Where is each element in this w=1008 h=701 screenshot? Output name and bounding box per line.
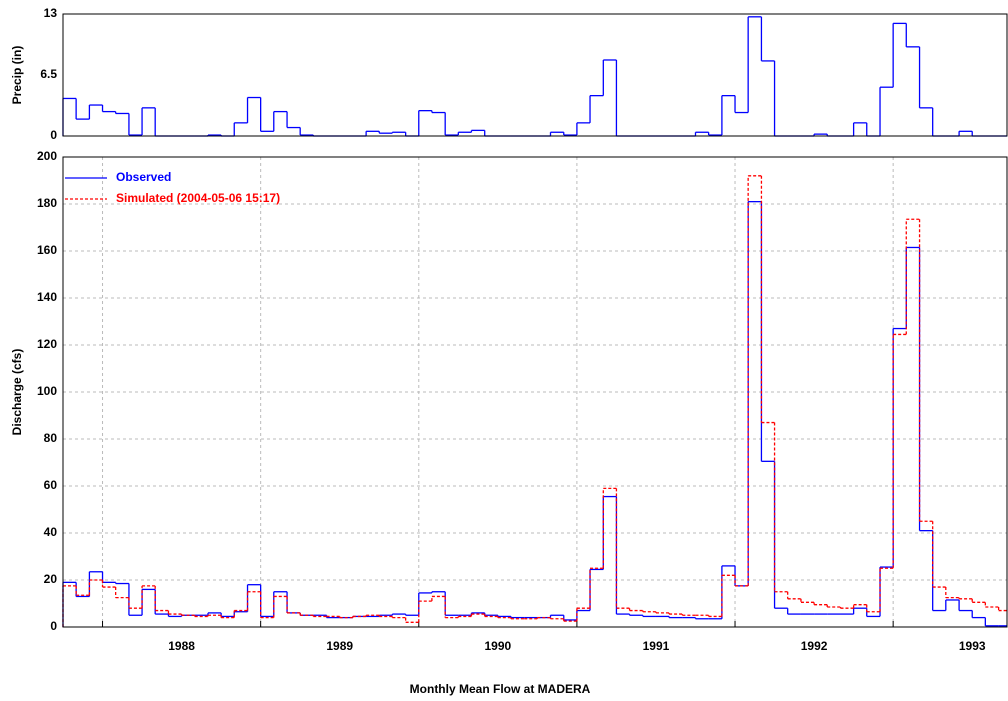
y-tick-label: 140 [37, 290, 57, 304]
y-tick-label: 120 [37, 337, 57, 351]
series [62, 16, 1007, 137]
y-tick-label: 80 [44, 431, 58, 445]
x-tick-label: 1993 [959, 639, 986, 653]
y-axis-label: Precip (in) [10, 46, 24, 105]
series [62, 175, 1007, 627]
y-tick-label: 13 [44, 6, 58, 20]
x-tick-label: 1990 [484, 639, 511, 653]
legend-label: Observed [116, 170, 171, 184]
x-tick-label: 1991 [643, 639, 670, 653]
series [62, 200, 1007, 627]
plot-frame [62, 13, 1008, 137]
y-tick-label: 20 [44, 572, 58, 586]
x-tick-label: 1992 [801, 639, 828, 653]
y-tick-label: 40 [44, 525, 58, 539]
y-tick-label: 0 [50, 128, 57, 142]
y-tick-label: 100 [37, 384, 57, 398]
x-axis-label: Monthly Mean Flow at MADERA [410, 682, 591, 696]
step-riser [62, 201, 986, 627]
y-tick-label: 180 [37, 196, 57, 210]
y-tick-label: 6.5 [40, 67, 57, 81]
step-riser [62, 16, 973, 136]
plot-frame [62, 156, 1008, 628]
legend-label: Simulated (2004-05-06 15:17) [116, 191, 280, 205]
y-tick-label: 200 [37, 149, 57, 163]
y-axis-label: Discharge (cfs) [10, 349, 24, 436]
x-tick-label: 1988 [168, 639, 195, 653]
y-tick-label: 160 [37, 243, 57, 257]
y-tick-label: 60 [44, 478, 58, 492]
step-riser [62, 175, 1000, 627]
y-tick-label: 0 [50, 619, 57, 633]
x-tick-label: 1989 [326, 639, 353, 653]
